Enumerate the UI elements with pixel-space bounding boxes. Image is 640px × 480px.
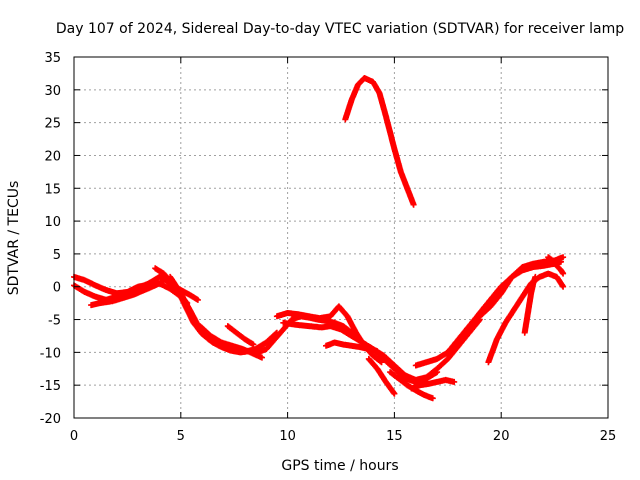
y-tick-label: -15 [40,379,61,394]
series-track-15 [408,376,458,392]
series-track-20 [521,273,539,336]
y-tick-label: 0 [53,281,61,296]
chart-title: Day 107 of 2024, Sidereal Day-to-day VTE… [56,21,624,37]
series-track-3 [88,278,167,309]
data-point-markers [167,273,253,356]
y-axis-label: SDTVAR / TECUs [6,181,22,296]
data-point-markers [224,323,257,348]
y-tick-label: -20 [40,412,61,427]
data-point-markers [485,270,567,366]
plot-frame [73,56,609,419]
data-point-markers [342,75,417,208]
x-tick-label: 25 [600,429,617,444]
x-tick-label: 15 [386,429,403,444]
series-track-19 [485,270,567,366]
x-tick-label: 5 [177,429,185,444]
y-tick-label: 35 [44,51,61,66]
y-tick-label: 25 [44,117,61,132]
y-tick-label: -5 [48,314,61,329]
series-track-12 [342,75,417,208]
series-track-6 [197,323,265,361]
series-track-21 [545,254,567,277]
y-tick-label: 5 [53,248,61,263]
data-point-markers [521,273,539,336]
axis-ticks: 0 5 10 15 20 25 -20 -15 -10 -5 0 5 10 15 20 25 30 35 [40,51,617,444]
grid-lines [74,57,608,418]
x-axis-label: GPS time / hours [281,458,398,474]
series-track-11 [323,339,381,355]
series-track-9 [273,303,385,366]
data-point-markers [323,339,381,355]
data-point-markers [197,323,265,361]
data-point-markers [545,254,567,277]
data-point-markers [408,376,458,392]
series-track-7 [224,323,257,348]
y-tick-label: -10 [40,346,61,361]
data-point-markers [365,355,398,397]
y-tick-label: 20 [44,149,61,164]
y-tick-label: 10 [44,215,61,230]
series-track-5 [167,273,253,356]
x-tick-label: 10 [279,429,296,444]
series-track-13 [365,355,398,397]
data-point-markers [88,278,167,309]
data-point-markers [273,303,385,366]
x-tick-label: 20 [493,429,510,444]
y-tick-label: 30 [44,84,61,99]
y-tick-label: 15 [44,182,61,197]
x-tick-label: 0 [70,429,78,444]
